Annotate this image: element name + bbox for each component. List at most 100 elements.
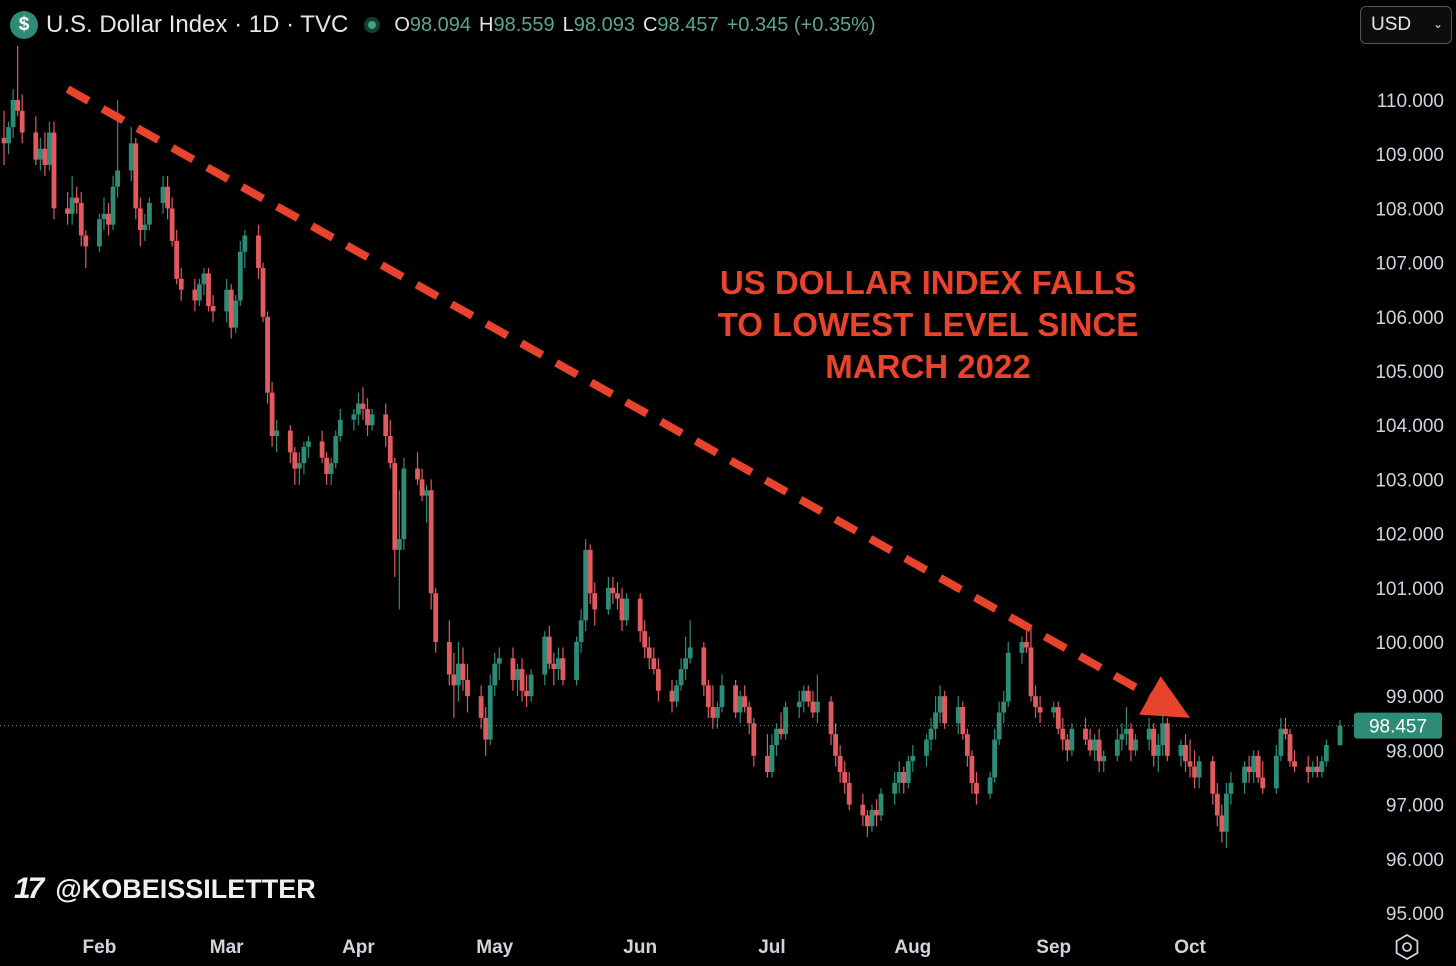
- candle-body: [687, 647, 693, 659]
- candle-body: [796, 701, 802, 708]
- candle: [328, 457, 334, 485]
- candle-body: [319, 441, 325, 458]
- candle-body: [33, 132, 39, 160]
- candle-body: [524, 690, 529, 697]
- candle: [197, 278, 202, 306]
- candle-body: [592, 593, 598, 610]
- time-axis[interactable]: Feb Mar Apr May Jun Jul Aug Sep Oct: [83, 937, 1207, 958]
- last-price-tag: 98.457: [1354, 712, 1442, 739]
- candle: [1310, 761, 1316, 778]
- candle-body: [937, 696, 943, 713]
- candle-body: [401, 468, 407, 540]
- candle-body: [1228, 782, 1234, 794]
- candle: [387, 419, 393, 469]
- candle-body: [274, 430, 280, 437]
- market-status-icon[interactable]: [364, 17, 381, 33]
- candle-body: [356, 403, 361, 415]
- y-tick-label: 101.000: [1375, 579, 1444, 600]
- symbol-title[interactable]: U.S. Dollar Index · 1D · TVC: [46, 11, 349, 38]
- y-tick-label: 110.000: [1377, 91, 1444, 112]
- candle: [719, 674, 725, 713]
- candle: [133, 137, 139, 220]
- candle: [42, 132, 48, 176]
- candle-body: [710, 707, 716, 718]
- candle-body: [515, 669, 520, 680]
- candle: [1155, 734, 1161, 773]
- candle: [396, 490, 402, 610]
- candle-body: [1314, 766, 1320, 773]
- candle: [433, 587, 439, 653]
- candle: [1246, 755, 1252, 783]
- candle: [1278, 717, 1284, 762]
- candle: [1260, 761, 1266, 794]
- candle: [33, 116, 39, 166]
- candle: [1214, 782, 1220, 827]
- candle-body: [974, 782, 979, 794]
- candle-body: [574, 642, 579, 680]
- candle-body: [1033, 696, 1038, 708]
- candle: [705, 679, 711, 718]
- candle-body: [101, 213, 107, 220]
- ohlc-high: H98.559: [479, 14, 555, 37]
- gear-icon[interactable]: [1394, 934, 1420, 960]
- candle-body: [969, 755, 975, 783]
- candle-body: [769, 744, 775, 773]
- candle-body: [778, 728, 784, 735]
- candle: [1319, 755, 1325, 778]
- candle-body: [1124, 728, 1129, 735]
- candle-body: [646, 647, 652, 659]
- candle-body: [1183, 744, 1188, 762]
- candle: [924, 734, 929, 767]
- candle-body: [578, 620, 584, 642]
- candle: [260, 262, 266, 323]
- candle-body: [1055, 707, 1061, 729]
- dollar-logo-icon[interactable]: $: [10, 11, 38, 39]
- candle-body: [528, 674, 534, 697]
- candle: [1305, 755, 1311, 783]
- candle-body: [1323, 744, 1329, 762]
- candle: [669, 679, 675, 713]
- candle: [751, 717, 757, 767]
- candle: [1223, 782, 1229, 848]
- candle-body: [428, 490, 434, 594]
- candle: [519, 658, 525, 702]
- close-key: C: [642, 13, 658, 36]
- candle-body: [742, 696, 748, 708]
- candle-body: [651, 658, 657, 670]
- candle: [1228, 772, 1234, 805]
- candle: [810, 690, 816, 718]
- candle: [905, 755, 911, 789]
- candle: [996, 701, 1002, 745]
- candle: [655, 658, 661, 702]
- candle: [492, 652, 498, 697]
- candle-body: [1133, 739, 1138, 751]
- candle: [287, 425, 293, 464]
- candle-body: [487, 685, 493, 740]
- candle-body: [1087, 739, 1093, 751]
- candle: [401, 457, 407, 550]
- x-tick-label: Aug: [894, 937, 931, 958]
- price-axis[interactable]: 95.000 96.000 97.000 98.000 99.000 100.000 101…: [1375, 91, 1444, 925]
- candle: [147, 197, 152, 231]
- candle-body: [669, 690, 675, 702]
- candle-body: [801, 690, 807, 702]
- candle: [1210, 755, 1216, 805]
- candle-body: [933, 712, 938, 729]
- currency-select[interactable]: USD ⌄: [1360, 6, 1452, 44]
- candle: [451, 652, 457, 718]
- candle-body: [387, 436, 393, 464]
- candle: [301, 441, 307, 474]
- ohlc-low: L98.093: [563, 14, 635, 37]
- candle: [1092, 734, 1098, 762]
- candle: [456, 642, 461, 702]
- candle-body: [1128, 728, 1134, 751]
- price-tag-label: 98.457: [1369, 717, 1427, 738]
- candle: [1124, 707, 1129, 745]
- candle-body: [69, 197, 75, 214]
- candle-body: [733, 685, 739, 713]
- candle-body: [496, 658, 502, 664]
- candle: [269, 381, 275, 447]
- candle-body: [892, 782, 898, 794]
- candle-body: [492, 663, 498, 686]
